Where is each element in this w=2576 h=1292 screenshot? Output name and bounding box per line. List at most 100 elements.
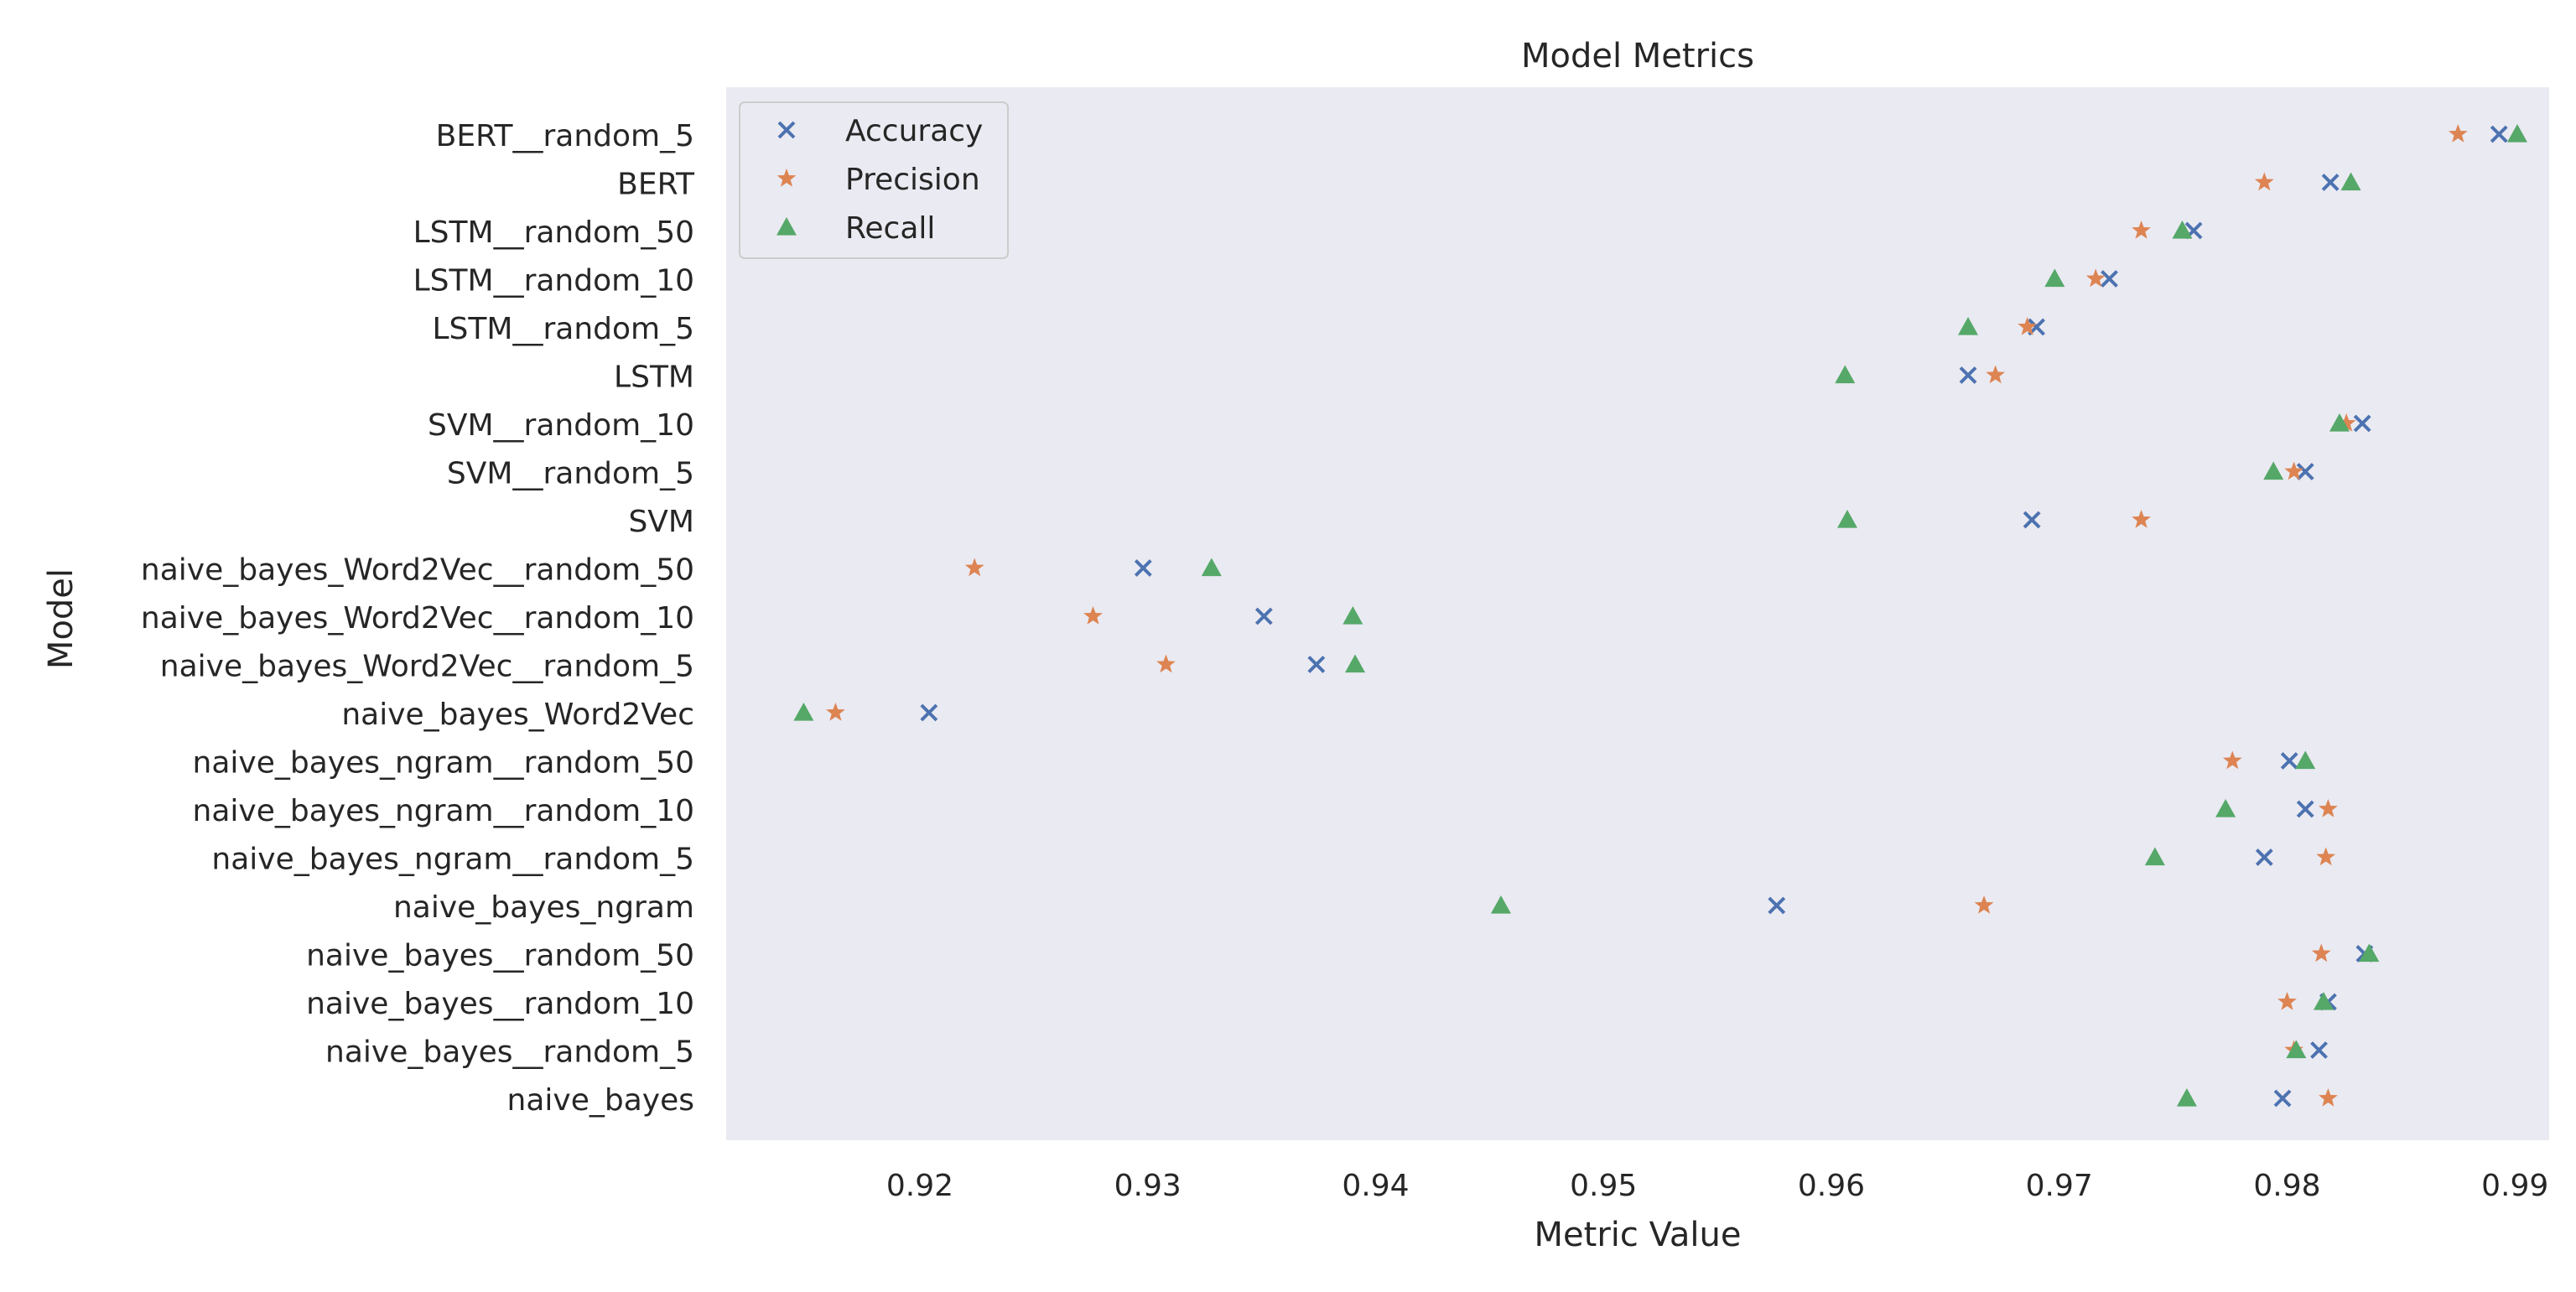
y-tick-label: naive_bayes_Word2Vec xyxy=(341,698,694,732)
data-point-precision xyxy=(2222,750,2242,770)
data-point-accuracy xyxy=(1959,366,1977,384)
y-tick-label: naive_bayes xyxy=(507,1083,694,1118)
data-point-precision xyxy=(1974,895,1994,914)
data-point-accuracy xyxy=(920,703,938,722)
data-point-accuracy xyxy=(1307,656,1326,673)
data-point-precision xyxy=(1986,365,2006,384)
x-tick-labels: 0.92 0.93 0.94 0.95 0.96 0.97 0.98 0.99 xyxy=(886,1169,2548,1203)
x-tick-label: 0.97 xyxy=(2026,1169,2093,1203)
data-point-accuracy xyxy=(2280,752,2298,770)
data-point-recall xyxy=(2172,221,2193,239)
data-point-precision xyxy=(2318,1088,2338,1107)
data-point-accuracy xyxy=(2353,414,2371,433)
data-point-precision xyxy=(1083,606,1103,625)
y-tick-label: naive_bayes_Word2Vec__random_5 xyxy=(160,650,694,684)
data-point-accuracy xyxy=(2310,1041,2328,1059)
data-point-accuracy xyxy=(2490,125,2508,143)
y-tick-label: naive_bayes_ngram__random_50 xyxy=(193,746,694,781)
y-tick-label: naive_bayes_ngram__random_5 xyxy=(211,843,694,877)
data-point-precision xyxy=(2132,510,2151,528)
data-point-accuracy xyxy=(1768,896,1786,915)
data-point-recall xyxy=(2359,943,2380,963)
x-tick-label: 0.95 xyxy=(1570,1169,1637,1203)
x-tick-label: 0.99 xyxy=(2481,1169,2548,1203)
y-tick-label: BERT__random_5 xyxy=(436,119,694,153)
data-point-accuracy xyxy=(1254,607,1273,625)
data-point-recall xyxy=(1343,606,1363,625)
y-tick-label: LSTM__random_5 xyxy=(433,312,695,346)
data-point-precision xyxy=(2311,943,2331,963)
y-tick-label: LSTM xyxy=(614,361,694,395)
legend-marker-recall xyxy=(776,217,797,236)
x-axis-label: Metric Value xyxy=(1535,1216,1742,1254)
y-tick-label: naive_bayes_Word2Vec__random_10 xyxy=(141,601,694,636)
x-tick-label: 0.92 xyxy=(886,1169,953,1203)
data-point-recall xyxy=(2176,1088,2197,1107)
data-point-recall xyxy=(2506,124,2527,143)
y-tick-label: naive_bayes__random_5 xyxy=(325,1035,694,1070)
data-point-accuracy xyxy=(2296,800,2314,818)
data-point-recall xyxy=(2340,172,2361,191)
data-point-accuracy xyxy=(2321,174,2340,191)
legend-marker-precision xyxy=(776,169,797,187)
y-tick-label: naive_bayes__random_10 xyxy=(306,987,694,1021)
y-tick-label: LSTM__random_10 xyxy=(413,264,694,298)
legend-marker-accuracy xyxy=(777,121,796,139)
legend-label: Accuracy xyxy=(845,114,983,148)
data-point-recall xyxy=(1837,510,1858,528)
data-points xyxy=(793,124,2527,1108)
y-tick-label: SVM__random_5 xyxy=(447,457,694,491)
data-point-recall xyxy=(2329,413,2350,432)
data-point-precision xyxy=(2277,992,2297,1010)
data-point-precision xyxy=(964,558,984,577)
y-tick-label: naive_bayes_ngram__random_10 xyxy=(193,794,694,828)
data-point-precision xyxy=(2318,799,2338,817)
legend-label: Recall xyxy=(845,211,935,246)
data-point-recall xyxy=(1345,654,1366,673)
data-point-accuracy xyxy=(2255,848,2273,866)
data-point-recall xyxy=(2313,992,2334,1010)
data-point-precision xyxy=(2254,172,2274,191)
y-tick-label: naive_bayes_ngram xyxy=(393,890,694,925)
data-point-recall xyxy=(1490,895,1511,914)
data-point-precision xyxy=(2284,461,2304,480)
data-point-precision xyxy=(2018,317,2038,335)
x-tick-label: 0.98 xyxy=(2253,1169,2320,1203)
data-point-recall xyxy=(2144,847,2165,866)
y-tick-labels: BERT__random_5 BERT LSTM__random_50 LSTM__r… xyxy=(141,119,695,1118)
y-tick-label: LSTM__random_50 xyxy=(413,215,694,250)
x-tick-label: 0.96 xyxy=(1798,1169,1865,1203)
data-point-accuracy xyxy=(2296,463,2314,480)
x-tick-label: 0.93 xyxy=(1114,1169,1182,1203)
data-point-precision xyxy=(2132,221,2151,239)
y-tick-label: SVM xyxy=(628,505,694,539)
data-point-recall xyxy=(2286,1040,2307,1059)
y-tick-label: BERT xyxy=(617,168,695,202)
legend-box xyxy=(739,101,1009,259)
data-point-precision xyxy=(2316,847,2336,866)
data-point-accuracy xyxy=(2023,511,2041,529)
y-axis-label: Model xyxy=(42,568,80,669)
data-point-precision xyxy=(2085,268,2106,288)
data-point-recall xyxy=(2295,750,2316,770)
data-point-precision xyxy=(826,703,845,721)
data-point-recall xyxy=(2215,799,2236,817)
legend-label: Precision xyxy=(845,163,980,197)
data-point-accuracy xyxy=(2273,1089,2292,1108)
plot-area xyxy=(726,87,2549,1140)
data-point-recall xyxy=(2263,461,2284,480)
data-point-accuracy xyxy=(1134,559,1152,577)
data-point-recall xyxy=(2044,268,2065,288)
y-tick-label: SVM__random_10 xyxy=(428,408,694,443)
legend: Accuracy Precision Recall xyxy=(739,101,1009,259)
chart-title: Model Metrics xyxy=(1521,37,1754,75)
data-point-precision xyxy=(2448,124,2468,143)
y-tick-label: naive_bayes__random_50 xyxy=(306,939,694,973)
data-point-precision xyxy=(1156,654,1176,673)
data-point-recall xyxy=(793,703,814,721)
data-point-recall xyxy=(1835,365,1856,384)
x-tick-label: 0.94 xyxy=(1342,1169,1409,1203)
data-point-precision xyxy=(2336,413,2356,432)
